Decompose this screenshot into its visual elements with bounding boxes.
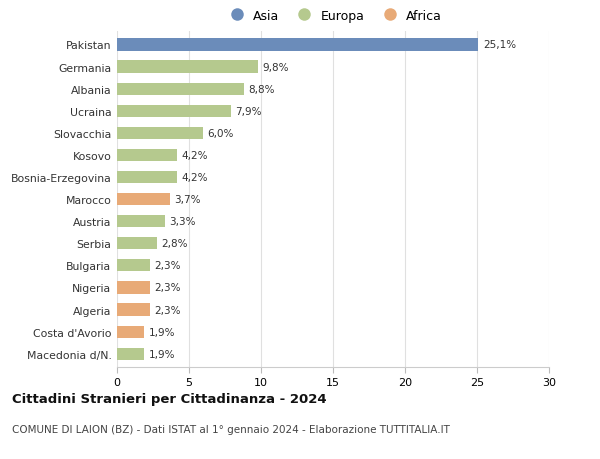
Bar xyxy=(117,348,145,360)
Bar xyxy=(117,39,478,51)
Text: 1,9%: 1,9% xyxy=(149,349,175,359)
Text: 2,8%: 2,8% xyxy=(161,239,188,249)
Text: 3,7%: 3,7% xyxy=(175,195,201,205)
Bar xyxy=(117,150,178,162)
Text: 7,9%: 7,9% xyxy=(235,106,262,117)
Text: Cittadini Stranieri per Cittadinanza - 2024: Cittadini Stranieri per Cittadinanza - 2… xyxy=(12,392,326,405)
Text: COMUNE DI LAION (BZ) - Dati ISTAT al 1° gennaio 2024 - Elaborazione TUTTITALIA.I: COMUNE DI LAION (BZ) - Dati ISTAT al 1° … xyxy=(12,425,450,435)
Text: 3,3%: 3,3% xyxy=(169,217,196,227)
Bar xyxy=(117,84,244,95)
Bar xyxy=(117,128,203,140)
Bar xyxy=(117,172,178,184)
Bar xyxy=(117,304,150,316)
Bar xyxy=(117,216,164,228)
Text: 6,0%: 6,0% xyxy=(208,129,234,139)
Text: 4,2%: 4,2% xyxy=(182,151,208,161)
Bar xyxy=(117,106,231,118)
Text: 4,2%: 4,2% xyxy=(182,173,208,183)
Bar xyxy=(117,194,170,206)
Legend: Asia, Europa, Africa: Asia, Europa, Africa xyxy=(224,10,442,22)
Text: 9,8%: 9,8% xyxy=(262,62,289,73)
Text: 2,3%: 2,3% xyxy=(154,305,181,315)
Bar xyxy=(117,282,150,294)
Text: 25,1%: 25,1% xyxy=(483,40,516,50)
Bar xyxy=(117,326,145,338)
Bar xyxy=(117,260,150,272)
Text: 1,9%: 1,9% xyxy=(149,327,175,337)
Text: 8,8%: 8,8% xyxy=(248,84,275,95)
Text: 2,3%: 2,3% xyxy=(154,261,181,271)
Text: 2,3%: 2,3% xyxy=(154,283,181,293)
Bar xyxy=(117,238,157,250)
Bar xyxy=(117,62,258,73)
